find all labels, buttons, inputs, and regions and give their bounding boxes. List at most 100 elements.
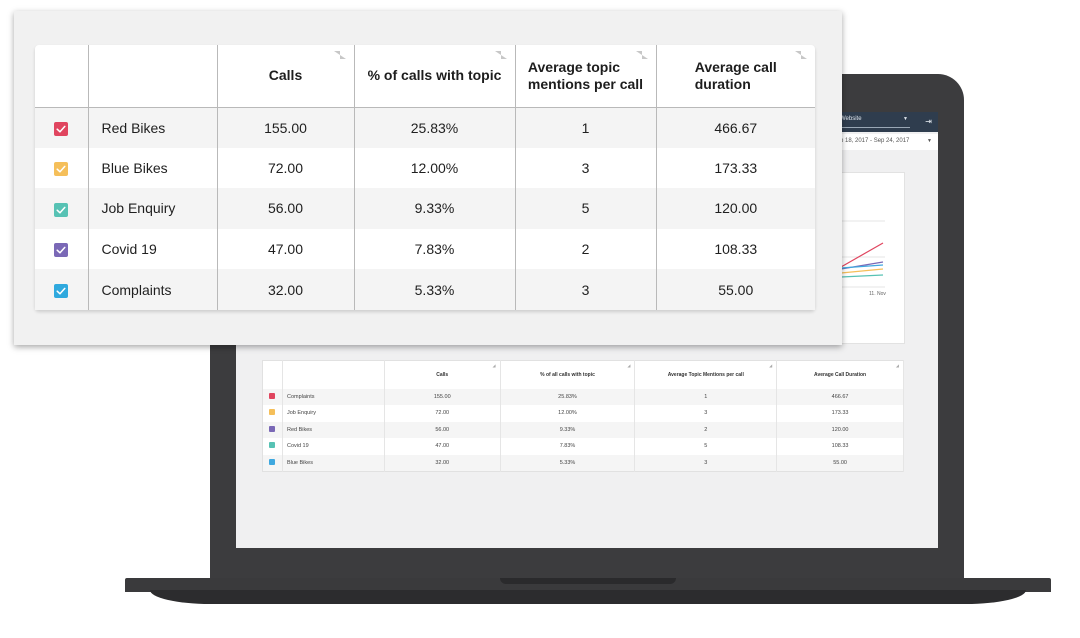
check-icon — [56, 287, 66, 295]
col-pct-label: % of calls with topic — [367, 67, 502, 84]
laptop-mentions-value: 2 — [634, 421, 778, 438]
sort-icon[interactable]: ◢ — [492, 363, 496, 368]
laptop-row-checkbox[interactable] — [269, 425, 276, 432]
laptop-topic-name: Covid 19 — [282, 438, 385, 455]
laptop-row-checkbox-cell — [262, 438, 283, 455]
duration-value: 55.00 — [656, 269, 815, 310]
pct-value: 12.00% — [354, 147, 516, 189]
col-duration-label: Average call duration — [694, 58, 777, 92]
duration-value: 120.00 — [656, 188, 815, 229]
laptop-row-checkbox[interactable] — [269, 409, 276, 416]
col-mentions-label: Average topic mentions per call — [527, 58, 644, 92]
table-row[interactable]: Blue Bikes 72.00 12.00% 3 173.33 — [35, 147, 815, 189]
row-checkbox[interactable] — [54, 121, 69, 136]
laptop-topic-name: Blue Bikes — [282, 454, 385, 471]
row-checkbox[interactable] — [54, 162, 69, 177]
laptop-duration-value: 108.33 — [776, 438, 904, 455]
row-checkbox-cell — [35, 147, 89, 189]
check-icon — [56, 206, 66, 214]
laptop-calls-value: 72.00 — [384, 405, 501, 422]
sort-icon[interactable]: ◢ — [627, 363, 631, 368]
topic-name: Complaints — [88, 269, 218, 310]
laptop-pct-value: 9.33% — [500, 421, 636, 438]
source-select-value: Website — [840, 116, 862, 122]
pct-value: 25.83% — [354, 107, 516, 148]
laptop-col-pct[interactable]: % of all calls with topic ◢ — [500, 360, 636, 389]
row-checkbox[interactable] — [54, 283, 69, 298]
laptop-pct-value: 7.83% — [500, 438, 636, 455]
laptop-duration-value: 55.00 — [776, 454, 904, 471]
mentions-value: 2 — [515, 228, 657, 270]
laptop-table-row[interactable]: Job Enquiry 72.00 12.00% 3 173.33 — [262, 405, 904, 422]
col-mentions[interactable]: Average topic mentions per call — [515, 45, 657, 108]
duration-value: 108.33 — [656, 228, 815, 270]
date-range-value: p 18, 2017 - Sep 24, 2017 — [840, 138, 910, 144]
sort-icon[interactable] — [333, 51, 346, 59]
topic-name: Red Bikes — [88, 107, 218, 148]
pct-value: 5.33% — [354, 269, 516, 310]
table-row[interactable]: Red Bikes 155.00 25.83% 1 466.67 — [35, 107, 815, 148]
laptop-col-calls[interactable]: Calls ◢ — [384, 360, 501, 389]
laptop-mentions-value: 3 — [634, 454, 778, 471]
sort-icon[interactable] — [635, 51, 648, 59]
laptop-topic-name: Red Bikes — [282, 421, 385, 438]
duration-value: 466.67 — [656, 107, 815, 148]
laptop-table-row[interactable]: Complaints 155.00 25.83% 1 466.67 — [262, 388, 904, 405]
source-select[interactable]: Website ▼ — [840, 116, 910, 128]
laptop-col-mentions[interactable]: Average Topic Mentions per call ◢ — [634, 360, 778, 389]
row-checkbox-cell — [35, 269, 89, 310]
laptop-row-checkbox[interactable] — [269, 392, 276, 399]
laptop-col-duration[interactable]: Average Call Duration ◢ — [776, 360, 904, 389]
sort-icon[interactable]: ◢ — [769, 363, 773, 368]
table-row[interactable]: Job Enquiry 56.00 9.33% 5 120.00 — [35, 188, 815, 229]
laptop-table-row[interactable]: Blue Bikes 32.00 5.33% 3 55.00 — [262, 454, 904, 471]
laptop-mentions-value: 3 — [634, 405, 778, 422]
laptop-table-row[interactable]: Covid 19 47.00 7.83% 5 108.33 — [262, 438, 904, 455]
date-range-picker[interactable]: p 18, 2017 - Sep 24, 2017 ▼ — [836, 134, 938, 150]
laptop-topics-table: Calls ◢ % of all calls with topic ◢ Averag… — [262, 360, 904, 472]
laptop-calls-value: 56.00 — [384, 421, 501, 438]
screen-topbar: Website ▼ ⇥ — [836, 112, 938, 132]
laptop-row-checkbox-cell — [262, 405, 283, 422]
mentions-value: 3 — [515, 147, 657, 189]
laptop-pct-value: 25.83% — [500, 388, 636, 405]
check-icon — [56, 125, 66, 133]
sort-icon[interactable] — [494, 51, 507, 59]
calls-value: 32.00 — [217, 269, 355, 310]
logout-icon[interactable]: ⇥ — [925, 117, 932, 126]
laptop-row-checkbox-cell — [262, 421, 283, 438]
col-calls[interactable]: Calls — [217, 45, 355, 108]
topic-name: Covid 19 — [88, 228, 218, 270]
trend-chart — [837, 220, 885, 288]
row-checkbox-cell — [35, 188, 89, 229]
pct-value: 7.83% — [354, 228, 516, 270]
laptop-row-checkbox-cell — [262, 388, 283, 405]
topics-table: Calls % of calls with topic Average topi… — [35, 45, 815, 310]
table-row[interactable]: Covid 19 47.00 7.83% 2 108.33 — [35, 228, 815, 270]
laptop-pct-value: 12.00% — [500, 405, 636, 422]
calls-value: 56.00 — [217, 188, 355, 229]
row-checkbox[interactable] — [54, 202, 69, 217]
laptop-base-bottom — [150, 590, 1026, 604]
mentions-value: 5 — [515, 188, 657, 229]
col-checkbox — [35, 45, 89, 108]
laptop-table-row[interactable]: Red Bikes 56.00 9.33% 2 120.00 — [262, 421, 904, 438]
col-pct[interactable]: % of calls with topic — [354, 45, 516, 108]
laptop-col-topic — [282, 360, 385, 389]
check-icon — [56, 165, 66, 173]
laptop-mentions-value: 5 — [634, 438, 778, 455]
table-row[interactable]: Complaints 32.00 5.33% 3 55.00 — [35, 269, 815, 310]
row-checkbox[interactable] — [54, 243, 69, 258]
col-duration[interactable]: Average call duration — [656, 45, 815, 108]
sort-icon[interactable]: ◢ — [895, 363, 899, 368]
topics-table-card: Calls % of calls with topic Average topi… — [14, 11, 842, 345]
laptop-col-checkbox — [262, 360, 283, 389]
laptop-row-checkbox[interactable] — [269, 442, 276, 449]
laptop-mentions-value: 1 — [634, 388, 778, 405]
laptop-topic-name: Complaints — [282, 388, 385, 405]
laptop-table-header-row: Calls ◢ % of all calls with topic ◢ Averag… — [262, 360, 904, 389]
topic-name: Job Enquiry — [88, 188, 218, 229]
laptop-calls-value: 32.00 — [384, 454, 501, 471]
sort-icon[interactable] — [795, 51, 807, 59]
laptop-row-checkbox[interactable] — [269, 458, 276, 465]
